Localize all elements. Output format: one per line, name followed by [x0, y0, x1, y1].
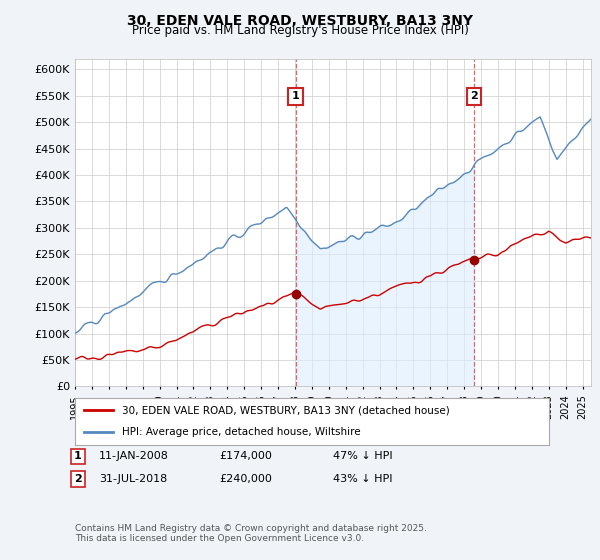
Text: Contains HM Land Registry data © Crown copyright and database right 2025.
This d: Contains HM Land Registry data © Crown c… [75, 524, 427, 543]
Text: 2: 2 [74, 474, 82, 484]
Text: £174,000: £174,000 [219, 451, 272, 461]
Text: 31-JUL-2018: 31-JUL-2018 [99, 474, 167, 484]
Text: 1: 1 [74, 451, 82, 461]
Text: 43% ↓ HPI: 43% ↓ HPI [333, 474, 392, 484]
Text: 30, EDEN VALE ROAD, WESTBURY, BA13 3NY: 30, EDEN VALE ROAD, WESTBURY, BA13 3NY [127, 14, 473, 28]
Text: £240,000: £240,000 [219, 474, 272, 484]
Text: 2: 2 [470, 91, 478, 101]
Text: 11-JAN-2008: 11-JAN-2008 [99, 451, 169, 461]
Text: 47% ↓ HPI: 47% ↓ HPI [333, 451, 392, 461]
Text: HPI: Average price, detached house, Wiltshire: HPI: Average price, detached house, Wilt… [122, 427, 361, 437]
Text: 30, EDEN VALE ROAD, WESTBURY, BA13 3NY (detached house): 30, EDEN VALE ROAD, WESTBURY, BA13 3NY (… [122, 405, 450, 416]
Text: 1: 1 [292, 91, 299, 101]
Text: Price paid vs. HM Land Registry's House Price Index (HPI): Price paid vs. HM Land Registry's House … [131, 24, 469, 37]
